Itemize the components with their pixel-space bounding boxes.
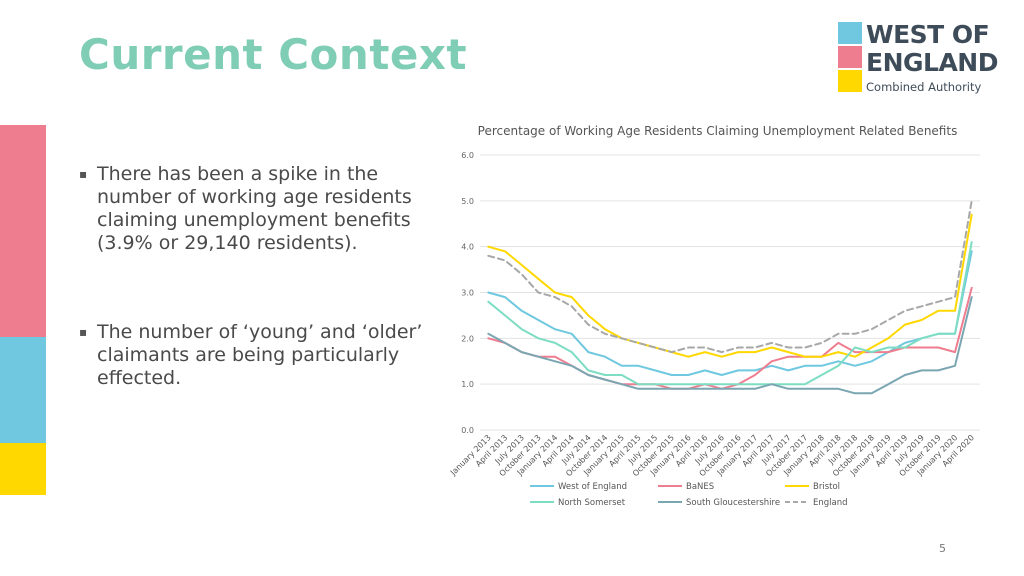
y-tick-label: 5.0 <box>461 197 474 206</box>
bullet-text: There has been a spike in the number of … <box>97 163 412 254</box>
logo-line1: WEST OF <box>866 20 990 49</box>
y-tick-label: 2.0 <box>461 334 474 343</box>
y-tick-label: 0.0 <box>461 426 474 435</box>
slide-title: Current Context <box>79 30 468 79</box>
legend-label: North Somerset <box>558 498 626 508</box>
page-number: 5 <box>939 542 946 555</box>
bullet-marker: ▪ <box>79 167 88 181</box>
legend-label: Bristol <box>813 482 840 492</box>
logo-line2: ENGLAND <box>866 48 998 77</box>
logo-square-yellow <box>838 70 862 92</box>
bullet-text: The number of ‘young’ and ‘older’ claima… <box>97 321 423 389</box>
series-line <box>487 296 973 395</box>
y-tick-label: 1.0 <box>461 380 474 389</box>
chart-title: Percentage of Working Age Residents Clai… <box>477 124 958 138</box>
logo-square-blue <box>838 22 862 44</box>
legend-label: South Gloucestershire <box>686 498 780 508</box>
logo-square-pink <box>838 46 862 68</box>
side-bar-pink <box>0 125 46 337</box>
west-of-england-logo: WEST OF ENGLAND Combined Authority <box>838 20 1008 98</box>
legend-label: West of England <box>558 482 627 492</box>
y-tick-label: 6.0 <box>461 151 474 160</box>
side-bar-blue <box>0 337 46 443</box>
series-line <box>487 199 973 354</box>
legend-label: BaNES <box>686 482 714 492</box>
series-line <box>487 213 973 358</box>
y-tick-label: 4.0 <box>461 243 474 252</box>
bullet-item: ▪ The number of ‘young’ and ‘older’ clai… <box>79 321 424 390</box>
series-line <box>487 241 973 386</box>
legend-label: England <box>813 498 848 508</box>
bullet-marker: ▪ <box>79 325 88 339</box>
side-bar-yellow <box>0 443 46 495</box>
bullet-item: ▪ There has been a spike in the number o… <box>79 163 424 255</box>
y-tick-label: 3.0 <box>461 289 474 298</box>
logo-line3: Combined Authority <box>866 80 982 94</box>
